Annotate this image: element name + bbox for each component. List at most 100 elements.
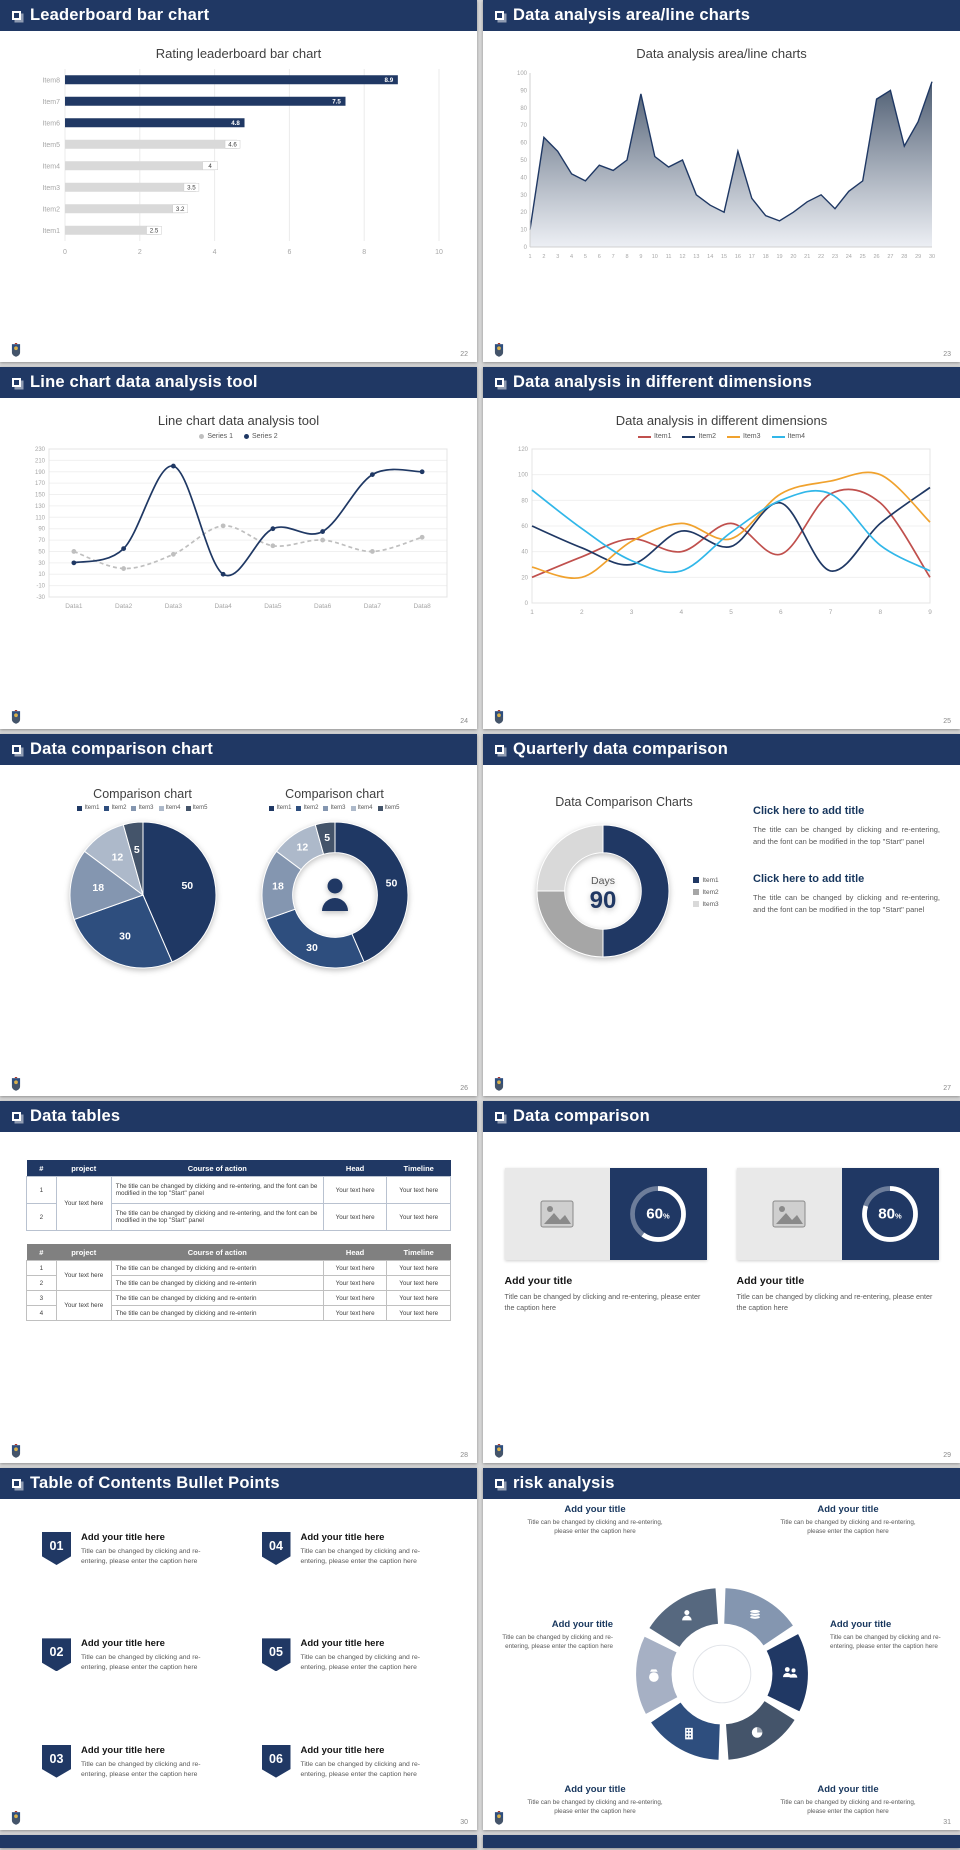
two-series-line-chart: 230 210 190 170 150 130 110 90 70 50 30 10 -10 -30 Dat… bbox=[19, 441, 459, 613]
risk-title: Add your title bbox=[817, 1784, 879, 1796]
legend-item: Item1 bbox=[693, 877, 719, 884]
toc-caption: Title can be changed by clicking and re-… bbox=[300, 1760, 421, 1778]
slide-leaderboard-bar-chart[interactable]: Leaderboard bar chart Rating leaderboard… bbox=[0, 0, 477, 362]
risk-item: Add your title Title can be changed by c… bbox=[519, 1784, 671, 1817]
svg-text:Item6: Item6 bbox=[42, 120, 60, 127]
picture-icon bbox=[540, 1200, 574, 1228]
svg-text:Data3: Data3 bbox=[164, 603, 182, 610]
university-crest-logo bbox=[10, 1077, 22, 1091]
legend-item: Item4 bbox=[350, 805, 373, 811]
days-donut-chart: Days 90 bbox=[529, 817, 677, 965]
square-bullet-icon bbox=[495, 1112, 504, 1121]
slide-area-line-charts[interactable]: Data analysis area/line charts Data anal… bbox=[483, 0, 960, 362]
legend-item: Series 1 bbox=[199, 433, 233, 440]
slide-quarterly-data-comparison[interactable]: Quarterly data comparison Data Compariso… bbox=[483, 734, 960, 1096]
leaderboard-bar-chart: 0 2 4 6 8 10 Item1 2.5 Item2 3.2 Item3 3.5 Item4 4 Ite… bbox=[23, 63, 455, 261]
svg-text:70: 70 bbox=[38, 538, 45, 544]
chart-legend: Item1 Item2 Item3 Item4 Item5 bbox=[269, 805, 400, 811]
risk-item: Add your title Title can be changed by c… bbox=[830, 1619, 956, 1652]
slide-data-tables[interactable]: Data tables # project Course of action Head… bbox=[0, 1101, 477, 1463]
legend-item: Item1 bbox=[77, 805, 99, 811]
svg-text:29: 29 bbox=[915, 254, 921, 260]
svg-text:30: 30 bbox=[119, 931, 131, 943]
svg-text:90: 90 bbox=[590, 887, 617, 914]
toc-number-badge: 02 bbox=[42, 1638, 71, 1672]
svg-text:Days: Days bbox=[591, 875, 615, 887]
svg-text:2: 2 bbox=[579, 609, 583, 616]
risk-title: Add your title bbox=[564, 1784, 626, 1796]
pie-chart-group: Comparison chart Item1 Item2 Item3 Item4 Ite… bbox=[62, 777, 224, 976]
slide-dimensions-analysis[interactable]: Data analysis in different dimensions Da… bbox=[483, 367, 960, 729]
svg-text:6: 6 bbox=[287, 249, 291, 256]
svg-text:5: 5 bbox=[583, 254, 586, 260]
legend-item: Item2 bbox=[682, 433, 716, 440]
slide-header: Data comparison bbox=[483, 1101, 960, 1132]
text-block: Click here to add title The title can be… bbox=[753, 873, 940, 915]
slide-risk-analysis[interactable]: risk analysis Add your title Title can b… bbox=[483, 1468, 960, 1830]
slide-line-chart-tool[interactable]: Line chart data analysis tool Line chart… bbox=[0, 367, 477, 729]
svg-text:7.5: 7.5 bbox=[332, 99, 341, 106]
toc-number-badge: 06 bbox=[261, 1744, 291, 1778]
svg-text:Data8: Data8 bbox=[413, 603, 431, 610]
svg-text:23: 23 bbox=[831, 254, 837, 260]
svg-text:50: 50 bbox=[385, 877, 397, 889]
slide-title: Data tables bbox=[30, 1107, 121, 1125]
slide-toc-bullet-points[interactable]: Table of Contents Bullet Points 01 Add y… bbox=[0, 1468, 477, 1830]
project-table-gray: # project Course of action Head Timeline 1 You… bbox=[26, 1244, 451, 1321]
slide-title: Quarterly data comparison bbox=[513, 740, 728, 758]
page-number: 29 bbox=[943, 1452, 951, 1459]
svg-text:4: 4 bbox=[679, 609, 683, 616]
svg-text:8.9: 8.9 bbox=[384, 77, 393, 84]
svg-text:12: 12 bbox=[679, 254, 685, 260]
risk-item: Add your title Title can be changed by c… bbox=[519, 1504, 671, 1537]
svg-text:26: 26 bbox=[873, 254, 879, 260]
slide-data-comparison-chart[interactable]: Data comparison chart Comparison chart I… bbox=[0, 734, 477, 1096]
svg-text:Item3: Item3 bbox=[42, 185, 60, 192]
svg-text:9: 9 bbox=[928, 609, 932, 616]
svg-text:0: 0 bbox=[63, 249, 67, 256]
cropped-slide-header bbox=[483, 1835, 960, 1848]
svg-text:16: 16 bbox=[734, 254, 740, 260]
svg-text:1: 1 bbox=[528, 254, 531, 260]
legend-item: Item2 bbox=[693, 889, 719, 896]
svg-text:18: 18 bbox=[762, 254, 768, 260]
svg-text:90: 90 bbox=[38, 527, 45, 533]
slide-title: Data comparison chart bbox=[30, 740, 214, 758]
risk-title: Add your title bbox=[817, 1504, 879, 1515]
square-bullet-icon bbox=[495, 11, 504, 20]
svg-text:60%: 60% bbox=[646, 1206, 670, 1223]
square-bullet-icon bbox=[12, 11, 21, 20]
toc-number-badge: 01 bbox=[42, 1532, 71, 1565]
page-number: 31 bbox=[943, 1819, 951, 1826]
toc-number-badge: 05 bbox=[261, 1638, 291, 1672]
block-title: Click here to add title bbox=[753, 873, 865, 886]
svg-text:100: 100 bbox=[517, 473, 528, 479]
square-bullet-icon bbox=[495, 745, 504, 754]
legend-item: Series 2 bbox=[244, 433, 278, 440]
legend-item: Item3 bbox=[323, 805, 346, 811]
svg-text:40: 40 bbox=[521, 550, 528, 556]
svg-text:2: 2 bbox=[137, 249, 141, 256]
university-crest-logo bbox=[493, 1077, 505, 1091]
svg-text:210: 210 bbox=[34, 458, 45, 464]
svg-text:Item5: Item5 bbox=[42, 142, 60, 149]
university-crest-logo bbox=[10, 710, 22, 724]
toc-number-badge: 04 bbox=[261, 1532, 291, 1565]
svg-text:60: 60 bbox=[521, 524, 528, 530]
page-number: 26 bbox=[460, 1085, 468, 1092]
slide-data-comparison-cards[interactable]: Data comparison 60% Add your title Title… bbox=[483, 1101, 960, 1463]
toc-caption: Title can be changed by clicking and re-… bbox=[81, 1654, 201, 1672]
svg-text:15: 15 bbox=[721, 254, 727, 260]
svg-text:13: 13 bbox=[693, 254, 699, 260]
toc-item: 06 Add your title here Title can be chan… bbox=[261, 1744, 436, 1830]
chart-title: Comparison chart bbox=[285, 787, 384, 801]
svg-text:Data7: Data7 bbox=[363, 603, 381, 610]
square-bullet-icon bbox=[12, 378, 21, 387]
svg-text:17: 17 bbox=[748, 254, 754, 260]
svg-text:10: 10 bbox=[651, 254, 657, 260]
slide-header: Line chart data analysis tool bbox=[0, 367, 477, 398]
toc-item: 04 Add your title here Title can be chan… bbox=[261, 1532, 436, 1617]
svg-text:21: 21 bbox=[804, 254, 810, 260]
svg-text:6: 6 bbox=[597, 254, 600, 260]
slide-title: Data analysis area/line charts bbox=[513, 6, 751, 24]
